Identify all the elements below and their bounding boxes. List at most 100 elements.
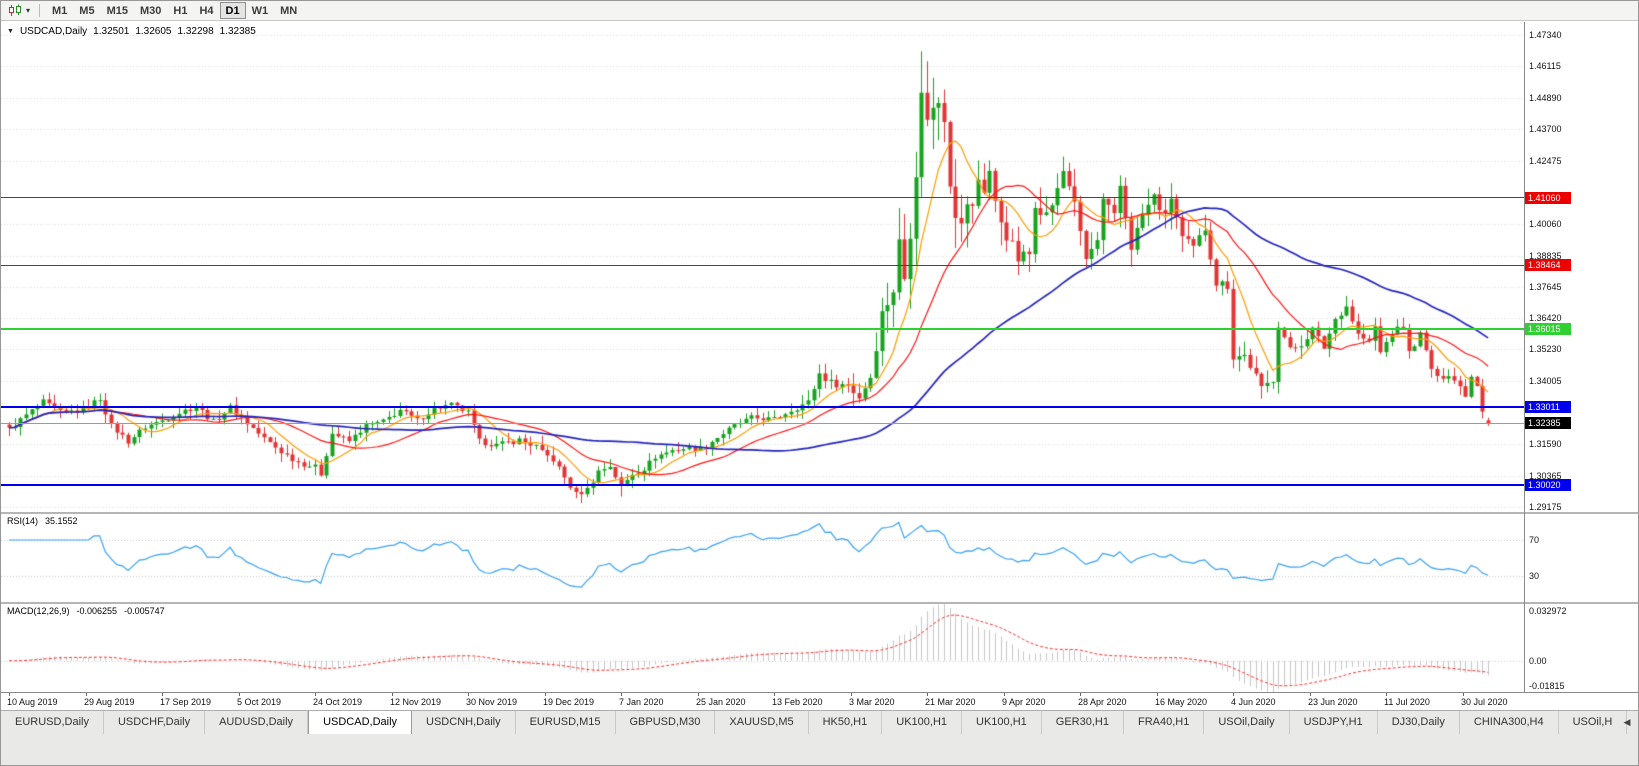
- pane-splitter[interactable]: [1, 512, 1638, 514]
- price-axis-label: 1.36420: [1529, 313, 1562, 324]
- chart-tab-dj30-daily[interactable]: DJ30,Daily: [1378, 711, 1460, 734]
- symbol-label: USDCAD,Daily: [19, 26, 88, 37]
- price-axis[interactable]: 1.47340 1.46115 1.44890 1.43700 1.42475 1.400…: [1525, 22, 1638, 692]
- horizontal-level-line-1.41060[interactable]: [1, 197, 1524, 199]
- timeframe-button-d1[interactable]: D1: [219, 2, 246, 19]
- chevron-down-icon: ▾: [26, 5, 31, 15]
- time-axis-tick: [1004, 693, 1005, 696]
- timeframe-button-h1[interactable]: H1: [173, 5, 188, 17]
- price-level-badge: 1.36015: [1525, 323, 1571, 336]
- time-axis[interactable]: 10 Aug 2019 29 Aug 2019 17 Sep 2019 5 Oct 2…: [1, 692, 1638, 710]
- horizontal-level-line-1.38464[interactable]: [1, 264, 1524, 266]
- chart-tab-gbpusd-m30[interactable]: GBPUSD,M30: [616, 711, 716, 734]
- collapse-arrow-icon[interactable]: ▼: [7, 28, 14, 35]
- time-axis-tick: [545, 693, 546, 696]
- time-axis-tick: [162, 693, 163, 696]
- timeframe-button-h4[interactable]: H4: [199, 5, 214, 17]
- rsi-axis-label: 70: [1529, 535, 1540, 546]
- price-axis-label: 1.47340: [1529, 29, 1562, 40]
- chart-tab-usoil-h[interactable]: USOil,H: [1559, 711, 1628, 734]
- pane-splitter[interactable]: [1, 602, 1638, 604]
- time-axis-label: 4 Jun 2020: [1231, 697, 1276, 707]
- time-axis-tick: [1157, 693, 1158, 696]
- price-axis-label: 1.29175: [1529, 501, 1562, 512]
- rsi-value: 35.1552: [45, 516, 78, 526]
- time-axis-tick: [315, 693, 316, 696]
- chart-tab-usdjpy-h1[interactable]: USDJPY,H1: [1290, 711, 1378, 734]
- time-axis-tick: [774, 693, 775, 696]
- horizontal-level-line-1.33011[interactable]: [1, 406, 1524, 409]
- timeframe-toolbar: ▾ M1 M5 M15 M30 H1 H4 D1 W1 MN: [1, 1, 1638, 21]
- price-level-badge: 1.38464: [1525, 259, 1571, 272]
- timeframe-button-m5[interactable]: M5: [79, 5, 95, 17]
- time-axis-label: 25 Jan 2020: [696, 697, 746, 707]
- chart-tab-usdcnh-daily[interactable]: USDCNH,Daily: [412, 711, 516, 734]
- price-chart-pane[interactable]: ▼ USDCAD,Daily 1.32501 1.32605 1.32298 1…: [1, 22, 1524, 512]
- chart-tab-fra40-h1[interactable]: FRA40,H1: [1124, 711, 1205, 734]
- chart-tab-usoil-daily[interactable]: USOil,Daily: [1204, 711, 1290, 734]
- price-axis-label: 1.43700: [1529, 124, 1562, 135]
- time-axis-tick: [1386, 693, 1387, 696]
- time-axis-label: 11 Jul 2020: [1384, 697, 1430, 707]
- chart-tab-china300-h4[interactable]: CHINA300,H4: [1460, 711, 1559, 734]
- chart-tab-audusd-daily[interactable]: AUDUSD,Daily: [205, 711, 309, 734]
- timeframe-button-m1[interactable]: M1: [52, 5, 68, 17]
- price-axis-label: 1.30365: [1529, 470, 1562, 481]
- axis-separator: [1524, 22, 1525, 692]
- price-axis-label: 1.31590: [1529, 439, 1562, 450]
- rsi-name: RSI(14): [7, 516, 39, 526]
- time-axis-tick: [468, 693, 469, 696]
- time-axis-tick: [1310, 693, 1311, 696]
- macd-axis-label: -0.01815: [1529, 681, 1565, 691]
- close-value: 1.32385: [219, 26, 256, 37]
- macd-indicator-pane[interactable]: MACD(12,26,9) -0.006255 -0.005747: [1, 604, 1524, 692]
- price-level-badge: 1.33011: [1525, 401, 1571, 414]
- tab-scroll-left-button[interactable]: ◀: [1623, 717, 1631, 727]
- horizontal-level-line-1.30020[interactable]: [1, 483, 1524, 486]
- price-axis-label: 1.42475: [1529, 156, 1562, 167]
- chart-tab-bar: EURUSD,Daily USDCHF,Daily AUDUSD,Daily USDC…: [1, 710, 1638, 734]
- macd-axis-label: 0.00: [1529, 655, 1547, 666]
- price-axis-label: 1.38835: [1529, 250, 1562, 261]
- chart-tab-xauusd-m5[interactable]: XAUUSD,M5: [715, 711, 809, 734]
- rsi-chart-canvas[interactable]: [1, 514, 1524, 602]
- macd-main-value: -0.006255: [76, 606, 118, 616]
- time-axis-label: 19 Dec 2019: [543, 697, 595, 707]
- chart-tab-ger30-h1[interactable]: GER30,H1: [1042, 711, 1124, 734]
- chart-tab-hk50-h1[interactable]: HK50,H1: [809, 711, 883, 734]
- chart-type-button[interactable]: ▾: [5, 3, 33, 18]
- price-axis-label: 1.44890: [1529, 93, 1562, 104]
- timeframe-button-m15[interactable]: M15: [106, 5, 128, 17]
- rsi-axis-label: 30: [1529, 570, 1540, 581]
- low-value: 1.32298: [177, 26, 214, 37]
- status-bar: [1, 734, 1638, 765]
- timeframe-button-w1[interactable]: W1: [251, 5, 269, 17]
- time-axis-label: 28 Apr 2020: [1078, 697, 1127, 707]
- price-axis-label: 1.34005: [1529, 376, 1562, 387]
- time-axis-label: 24 Oct 2019: [313, 697, 363, 707]
- macd-chart-canvas[interactable]: [1, 604, 1524, 692]
- macd-signal-value: -0.005747: [124, 606, 165, 616]
- time-axis-label: 30 Jul 2020: [1461, 697, 1508, 707]
- chart-tab-eurusd-m15[interactable]: EURUSD,M15: [516, 711, 616, 734]
- time-axis-label: 7 Jan 2020: [619, 697, 664, 707]
- time-axis-tick: [392, 693, 393, 696]
- chart-tab-usdchf-daily[interactable]: USDCHF,Daily: [104, 711, 206, 734]
- timeframe-button-mn[interactable]: MN: [280, 5, 298, 17]
- time-axis-label: 21 Mar 2020: [925, 697, 976, 707]
- candlestick-chart-canvas[interactable]: [1, 22, 1524, 512]
- timeframe-button-m30[interactable]: M30: [139, 5, 162, 17]
- time-axis-label: 12 Nov 2019: [390, 697, 442, 707]
- chart-tab-uk100-h1[interactable]: UK100,H1: [962, 711, 1042, 734]
- chart-ohlc-readout: ▼ USDCAD,Daily 1.32501 1.32605 1.32298 1…: [7, 26, 256, 37]
- toolbar-separator: [39, 4, 41, 17]
- high-value: 1.32605: [135, 26, 172, 37]
- macd-name: MACD(12,26,9): [7, 606, 70, 616]
- chart-tab-usdcad-daily[interactable]: USDCAD,Daily: [308, 711, 413, 734]
- rsi-indicator-pane[interactable]: RSI(14) 35.1552: [1, 514, 1524, 602]
- timeframe-buttons: M1 M5 M15 M30 H1 H4 D1 W1 MN: [46, 2, 303, 19]
- chart-tab-eurusd-daily[interactable]: EURUSD,Daily: [1, 711, 104, 734]
- horizontal-level-line-1.36015[interactable]: [1, 328, 1524, 331]
- chart-tab-uk100-h1[interactable]: UK100,H1: [882, 711, 963, 734]
- price-level-badge: 1.30020: [1525, 478, 1571, 491]
